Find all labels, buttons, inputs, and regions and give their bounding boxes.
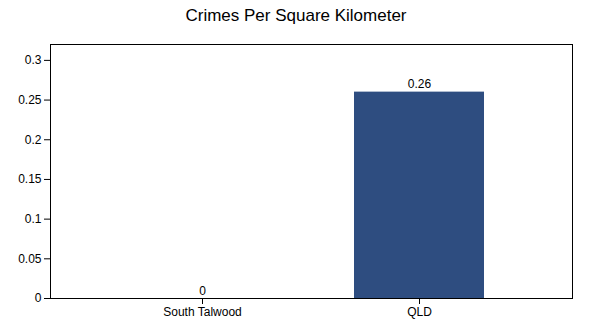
svg-text:0.15: 0.15 <box>18 172 42 186</box>
svg-text:QLD: QLD <box>407 305 432 319</box>
svg-text:South Talwood: South Talwood <box>163 305 242 319</box>
svg-text:0.1: 0.1 <box>25 212 42 226</box>
svg-text:0.2: 0.2 <box>25 133 42 147</box>
svg-text:0.26: 0.26 <box>408 77 432 91</box>
svg-text:0.3: 0.3 <box>25 53 42 67</box>
svg-text:0: 0 <box>35 291 42 305</box>
html-text:Crimes Per Square Kilometer: Crimes Per Square Kilometer <box>185 6 407 25</box>
svg-text:0: 0 <box>199 284 206 298</box>
svg-text:0.05: 0.05 <box>18 252 42 266</box>
svg-text:0.25: 0.25 <box>18 93 42 107</box>
